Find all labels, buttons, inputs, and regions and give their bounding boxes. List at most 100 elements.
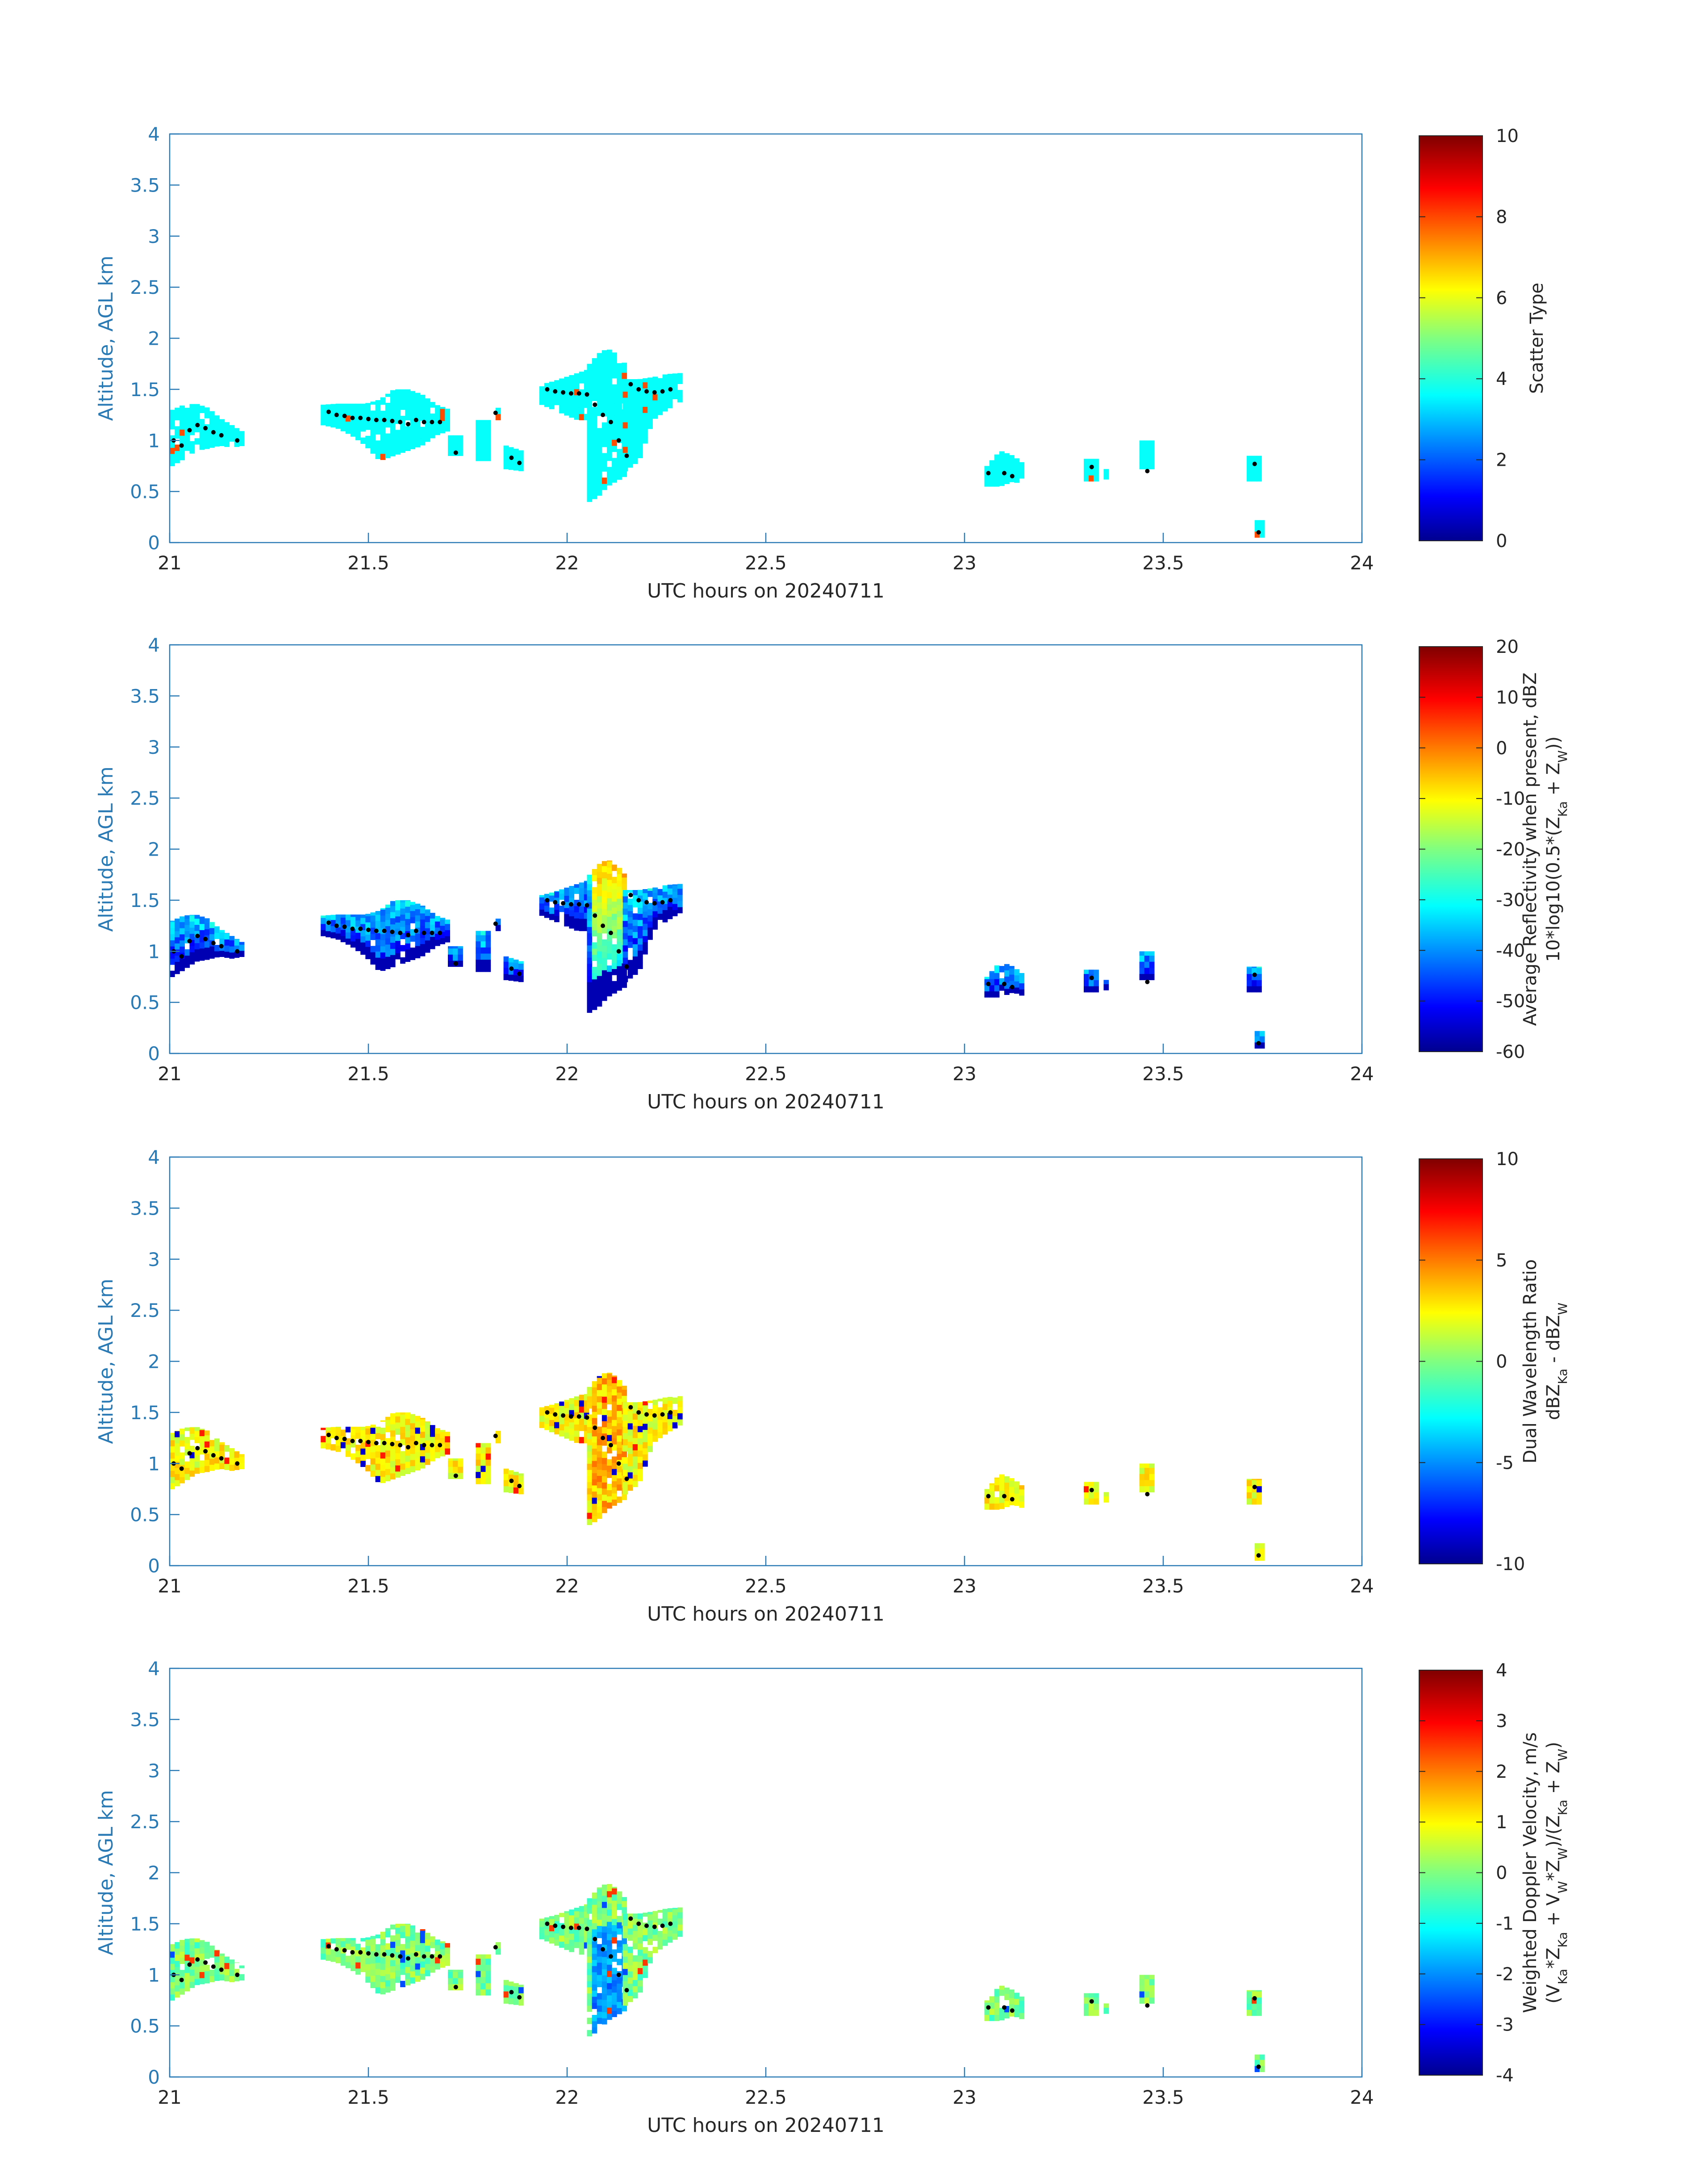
echo-cell — [622, 447, 628, 453]
echo-cell — [400, 446, 405, 453]
echo-cell — [326, 915, 331, 919]
echo-cell — [375, 1451, 381, 1458]
echo-cell — [587, 1938, 593, 1945]
echo-cell — [518, 961, 524, 964]
echo-cell — [574, 1406, 580, 1412]
echo-cell — [989, 1996, 995, 2003]
echo-cell — [209, 1951, 215, 1958]
echo-cell — [627, 1965, 633, 1972]
echo-cell — [1139, 961, 1145, 968]
echo-cell — [513, 448, 519, 452]
echo-cell — [601, 1451, 607, 1458]
echo-cell — [385, 415, 391, 422]
echo-cell — [617, 874, 622, 881]
echo-cell — [513, 975, 519, 982]
echo-cell — [495, 414, 501, 421]
echo-cell — [638, 1931, 643, 1938]
echo-cell — [209, 423, 215, 430]
echo-cell — [420, 1949, 426, 1956]
echo-cell — [380, 1939, 386, 1946]
echo-cell — [574, 1917, 580, 1924]
echo-cell — [400, 927, 405, 933]
echo-cell — [390, 1924, 396, 1930]
echo-cell — [1094, 2010, 1099, 2016]
echo-cell — [448, 948, 453, 955]
echo-cell — [662, 1933, 668, 1940]
echo-cell — [175, 408, 180, 414]
echo-cell — [400, 1469, 405, 1476]
echo-cell — [234, 939, 240, 940]
echo-cell — [330, 404, 336, 409]
echo-cell — [170, 946, 175, 953]
echo-cell — [400, 1414, 405, 1421]
echo-cell — [184, 1427, 190, 1431]
colorbar-tick-label: 4 — [1496, 369, 1507, 389]
echo-cell — [214, 422, 220, 428]
echo-cell — [400, 1956, 405, 1963]
echo-cell — [375, 1935, 381, 1939]
echo-cell — [632, 1437, 638, 1444]
echo-cell — [513, 1998, 519, 2005]
echo-cell — [1084, 459, 1089, 464]
echo-cell — [395, 418, 401, 424]
echo-cell — [405, 943, 410, 950]
echo-cell — [214, 428, 220, 435]
echo-cell — [597, 367, 602, 373]
echo-cell — [345, 421, 351, 428]
echo-cell — [390, 936, 396, 943]
echo-cell — [597, 1377, 602, 1384]
echo-cell — [647, 386, 653, 393]
echo-cell — [632, 414, 638, 421]
echo-cell — [476, 965, 481, 972]
echo-cell — [480, 935, 486, 941]
echo-cell — [632, 1475, 638, 1481]
echo-cell — [415, 1433, 421, 1440]
echo-cell — [355, 1968, 361, 1975]
cloud-base-point — [430, 931, 434, 936]
echo-cell — [597, 988, 602, 994]
echo-cell — [643, 936, 648, 942]
cloud-base-point — [195, 933, 200, 938]
echo-cell — [667, 1912, 673, 1918]
echo-cell — [350, 1958, 356, 1965]
cloud-base-point — [576, 1414, 581, 1419]
echo-cell — [617, 2002, 622, 2008]
cloud-base-point — [358, 926, 363, 931]
echo-cell — [480, 1459, 486, 1466]
cloud-base-point — [334, 1947, 339, 1952]
echo-cell — [365, 1937, 371, 1940]
echo-cell — [597, 902, 602, 909]
echo-cell — [234, 1975, 240, 1981]
echo-cell — [574, 899, 580, 907]
echo-cell — [1139, 955, 1145, 962]
echo-cell — [662, 1939, 668, 1946]
echo-cell — [662, 1921, 668, 1928]
echo-cell — [652, 1935, 658, 1941]
echo-cell — [672, 884, 678, 886]
echo-cell — [584, 401, 589, 408]
echo-cell — [335, 1433, 341, 1440]
echo-cell — [667, 402, 673, 409]
echo-cell — [204, 947, 210, 954]
echo-cell — [330, 409, 336, 415]
echo-cell — [994, 1497, 1000, 1504]
echo-cell — [448, 1458, 453, 1461]
echo-cell — [1084, 463, 1089, 469]
echo-cell — [194, 943, 200, 949]
echo-cell — [194, 915, 200, 919]
echo-cell — [1252, 1492, 1257, 1499]
echo-cell — [601, 908, 607, 915]
x-tick-label: 21.5 — [347, 2086, 389, 2108]
echo-cell — [184, 426, 190, 433]
echo-cell — [1014, 2005, 1019, 2011]
echo-cell — [647, 392, 653, 399]
echo-cell — [622, 1968, 628, 1975]
echo-cell — [380, 958, 386, 965]
echo-cell — [420, 925, 426, 932]
echo-cell — [549, 1404, 555, 1408]
echo-cell — [508, 968, 514, 975]
echo-cell — [667, 900, 673, 907]
echo-cell — [355, 1950, 361, 1956]
echo-cell — [544, 899, 550, 906]
echo-cell — [587, 1451, 593, 1458]
